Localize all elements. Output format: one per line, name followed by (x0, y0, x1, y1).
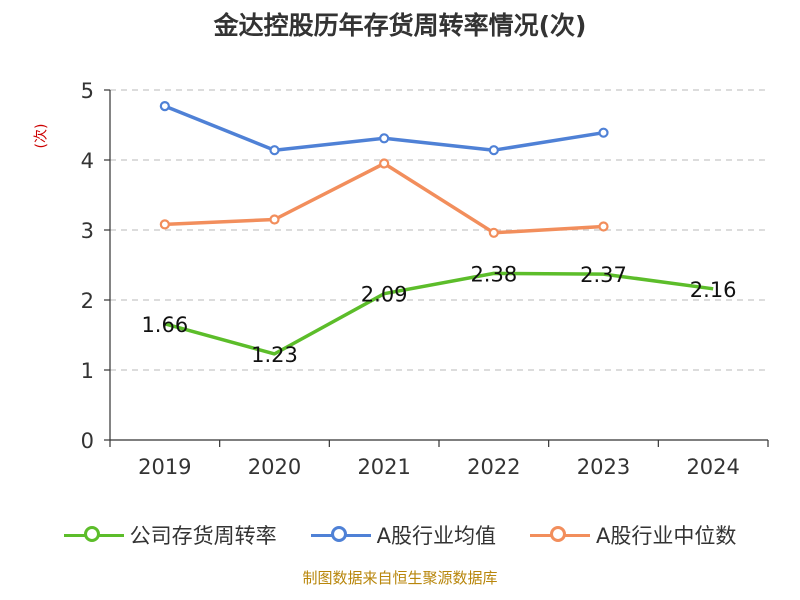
data-point (379, 158, 390, 169)
x-tick-label: 2024 (686, 455, 739, 479)
data-source-note: 制图数据来自恒生聚源数据库 (302, 569, 498, 587)
x-tick-label: 2021 (357, 455, 410, 479)
y-tick-label: 0 (81, 429, 94, 453)
legend-circle (550, 526, 566, 542)
y-tick-label: 1 (81, 359, 94, 383)
data-point (598, 127, 609, 138)
data-point (159, 219, 170, 230)
y-tick-label: 3 (81, 219, 94, 243)
legend-label: A股行业中位数 (596, 524, 737, 548)
data-label: 2.37 (580, 263, 627, 287)
legend-item-industry-mean[interactable]: A股行业均值 (310, 520, 496, 550)
legend-line-circle-icon (63, 524, 124, 546)
series-line (164, 161, 604, 235)
legend-item-company[interactable]: 公司存货周转率 (63, 520, 277, 550)
x-tick-label: 2020 (248, 455, 301, 479)
x-tick-label: 2023 (577, 455, 630, 479)
chart-title: 金达控股历年存货周转率情况(次) (213, 11, 587, 40)
legend: 公司存货周转率 A股行业均值 A股行业中位数 (0, 520, 800, 550)
data-point (269, 145, 280, 156)
legend-item-industry-median[interactable]: A股行业中位数 (530, 520, 736, 550)
data-label: 2.09 (361, 283, 408, 307)
legend-label: 公司存货周转率 (129, 524, 277, 548)
legend-label: A股行业均值 (376, 524, 496, 548)
y-tick-label: 5 (81, 79, 94, 103)
series-line (164, 104, 604, 152)
x-tick-label: 2022 (467, 455, 520, 479)
data-point (269, 214, 280, 225)
data-point (488, 227, 499, 238)
data-point (598, 221, 609, 232)
data-point (379, 133, 390, 144)
legend-circle (83, 526, 100, 542)
series-line (164, 271, 714, 356)
y-tick-label: 4 (81, 149, 94, 173)
legend-line-circle-icon (310, 524, 371, 546)
legend-line-circle-icon (530, 524, 590, 546)
data-label: 1.66 (141, 313, 188, 337)
data-label: 2.16 (690, 278, 737, 302)
legend-circle (330, 526, 347, 542)
data-point (488, 145, 499, 156)
data-label: 2.38 (470, 262, 517, 286)
x-tick-label: 2019 (138, 455, 191, 479)
y-tick-label: 2 (81, 289, 94, 313)
data-point (159, 100, 170, 112)
data-label: 1.23 (251, 343, 298, 367)
